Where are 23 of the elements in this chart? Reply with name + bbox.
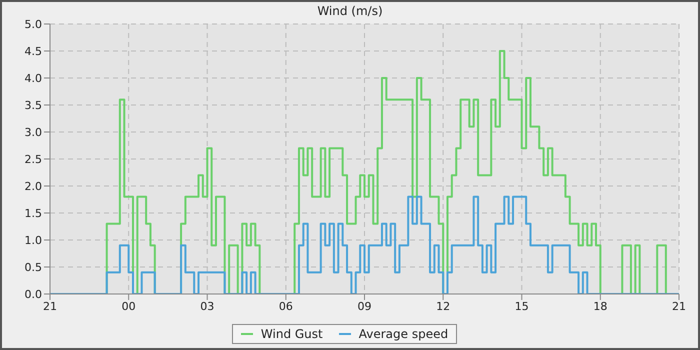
x-tick-label: 00 <box>122 300 136 313</box>
x-tick-label: 03 <box>200 300 214 313</box>
y-tick-label: 1.5 <box>24 206 42 220</box>
y-tick-label: 5.0 <box>24 18 42 31</box>
x-tick-label: 15 <box>514 300 529 313</box>
x-tick-label: 21 <box>43 300 57 313</box>
y-tick-label: 2.0 <box>24 180 42 193</box>
x-tick-label: 06 <box>278 300 293 313</box>
legend-label: Average speed <box>358 327 448 341</box>
y-tick-label: 3.5 <box>24 98 42 112</box>
x-tick-label: 09 <box>358 300 372 313</box>
y-tick-label: 0.0 <box>24 288 42 301</box>
y-tick-label: 0.5 <box>24 260 42 274</box>
chart-title: Wind (m/s) <box>316 4 384 18</box>
y-tick-label: 4.0 <box>24 72 42 85</box>
legend-label: Wind Gust <box>260 327 323 341</box>
y-tick-label: 3.0 <box>24 126 42 139</box>
x-tick-label: 18 <box>593 300 608 313</box>
y-tick-label: 4.5 <box>24 44 42 58</box>
x-tick-label: 12 <box>436 300 450 313</box>
x-tick-label: 21 <box>672 300 686 313</box>
y-tick-label: 2.5 <box>24 152 42 166</box>
y-tick-label: 1.0 <box>24 234 42 247</box>
